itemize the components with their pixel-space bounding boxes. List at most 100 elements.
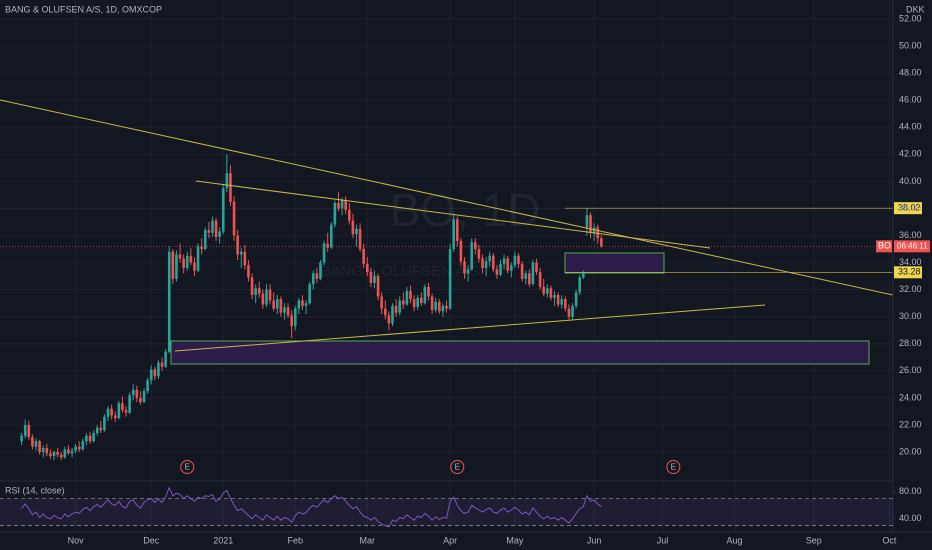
candle-body <box>286 307 290 316</box>
candle-body <box>268 289 272 301</box>
candle-body <box>31 437 34 447</box>
countdown-bg <box>894 240 930 253</box>
candle-body <box>542 286 546 294</box>
y-tick-label: 40.00 <box>899 176 922 186</box>
candle-body <box>441 305 445 312</box>
candle-body <box>128 395 131 413</box>
candle-body <box>117 403 121 419</box>
candle-body <box>74 446 77 451</box>
rsi-tick-label: 80.00 <box>899 486 922 496</box>
candle-body <box>333 203 337 225</box>
candle-body <box>178 254 182 259</box>
currency: DKK <box>906 4 925 14</box>
candle-body <box>103 416 106 431</box>
candle-body <box>221 188 225 232</box>
level-label-bg <box>894 266 922 279</box>
x-tick-label: Nov <box>68 535 85 545</box>
candle-body <box>265 289 268 305</box>
candle-body <box>272 300 275 309</box>
level-label-bg <box>894 202 922 215</box>
candle-body <box>225 173 229 189</box>
y-tick-label: 46.00 <box>899 95 922 105</box>
candle-body <box>405 290 409 305</box>
candle-body <box>146 380 149 392</box>
candle-body <box>59 454 63 458</box>
candle-body <box>153 369 157 377</box>
candle-body <box>506 258 510 271</box>
candle-body <box>88 435 92 442</box>
y-tick-label: 44.00 <box>899 122 922 132</box>
candle-body <box>463 261 466 274</box>
candle-body <box>582 272 585 278</box>
y-tick-label: 22.00 <box>899 419 922 429</box>
trend-line <box>174 304 766 352</box>
candle-body <box>99 427 103 431</box>
symbol-label: BO <box>878 241 891 251</box>
candle-body <box>391 305 394 324</box>
candle-body <box>322 243 326 263</box>
candle-body <box>567 308 571 317</box>
trend-line <box>195 180 711 249</box>
candle-body <box>121 403 124 411</box>
candle-body <box>340 200 344 209</box>
candle-body <box>495 269 499 275</box>
y-tick-label: 52.00 <box>899 13 922 23</box>
candle-body <box>466 269 470 274</box>
x-tick-label: May <box>506 535 524 545</box>
zone <box>564 252 665 274</box>
level-label: 33.28 <box>898 267 921 277</box>
candle-body <box>355 228 358 235</box>
candle-body <box>423 286 427 304</box>
candle-body <box>437 301 441 312</box>
trend-line <box>0 99 894 296</box>
candle-body <box>546 288 549 294</box>
candle-body <box>448 249 452 309</box>
rsi-tick-label: 40.00 <box>899 513 922 523</box>
candle-body <box>517 255 520 264</box>
candle-body <box>250 277 254 296</box>
event-label: E <box>185 463 190 472</box>
level-label: 38.02 <box>898 203 921 213</box>
candle-body <box>319 262 322 279</box>
candle-body <box>34 441 38 447</box>
y-tick-label: 24.00 <box>899 392 922 402</box>
candle-body <box>326 243 329 248</box>
candle-body <box>524 273 528 279</box>
candle-body <box>110 408 113 416</box>
candle-body <box>560 299 564 305</box>
candle-body <box>556 295 560 305</box>
candle-body <box>254 288 257 296</box>
candle-body <box>380 296 383 309</box>
y-tick-label: 26.00 <box>899 365 922 375</box>
candle-body <box>571 305 574 317</box>
candle-body <box>77 446 81 450</box>
candle-body <box>247 265 250 278</box>
candle-body <box>164 351 167 367</box>
candle-body <box>236 235 239 255</box>
candle-body <box>283 307 286 313</box>
candle-body <box>157 362 160 377</box>
candle-body <box>474 242 477 250</box>
candle-body <box>484 261 488 268</box>
title: BANG & OLUFSEN A/S, 1D, OMXCOP <box>5 4 162 14</box>
candle-body <box>211 220 214 233</box>
event-marker <box>450 460 465 474</box>
y-tick-label: 20.00 <box>899 446 922 456</box>
candle-body <box>578 277 582 293</box>
candle-body <box>232 201 236 236</box>
candle-body <box>499 263 502 275</box>
y-tick-label: 28.00 <box>899 338 922 348</box>
candle-body <box>229 173 232 202</box>
candle-body <box>27 424 31 438</box>
x-tick-label: Apr <box>443 535 457 545</box>
x-tick-label: Oct <box>882 535 897 545</box>
zone <box>170 340 870 365</box>
candle-body <box>185 255 189 268</box>
candle-body <box>20 435 23 442</box>
y-tick-label: 38.00 <box>899 203 922 213</box>
candle-body <box>373 276 376 283</box>
candle-body <box>369 272 373 283</box>
candle-body <box>304 303 308 306</box>
candle-body <box>70 450 74 454</box>
candles <box>20 154 603 461</box>
